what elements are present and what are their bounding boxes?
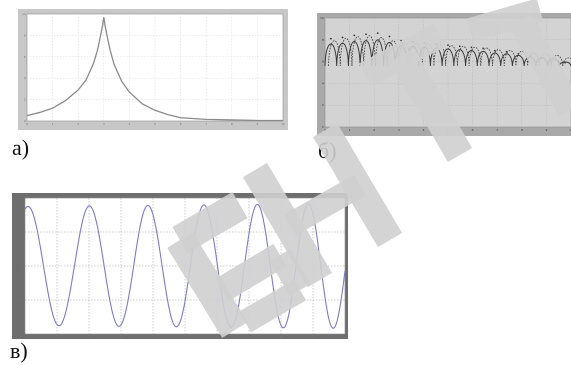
chart-b-lobe-marker [353,34,356,37]
chart-b-x-tick-label: 2 [373,128,375,132]
chart-b-x-tick-label: 4 [422,128,424,132]
chart-panel-c: 0 1 2 3 4 5 6 7 8 9 10 1 0.5 0 -0.5 -1 [12,193,348,339]
chart-b-x-tick-label: 6 [472,128,474,132]
panel-label-b: б) [318,138,337,163]
chart-b-y-tick-label: 4 [322,81,324,85]
chart-b-lobe-marker [388,35,391,38]
chart-c-x-tick-label: 10 [343,335,347,339]
chart-c-x-tick-label: 5 [184,335,186,339]
chart-b-lobe-marker [552,57,555,60]
chart-a-x-tick-label: 2 [77,122,79,126]
panel-label-a: а) [12,135,30,160]
chart-b-x-tick-label: 10 [569,128,571,132]
chart-a-y-tick-label: 10 [22,12,26,16]
chart-a-x-tick-label: 1 [52,122,54,126]
chart-b-y-tick-label: 10 [320,16,324,20]
chart-a-x-tick-label: 10 [281,122,285,126]
chart-b-lobe-marker [411,40,414,43]
chart-c-x-tick-label: 9 [312,335,314,339]
chart-c-x-tick-label: 1 [56,335,58,339]
chart-b-lobe-marker [482,47,485,50]
chart-a-x-tick-label: 6 [180,122,182,126]
chart-b-lobe-marker [505,50,508,53]
chart-b-lobe-marker [435,43,438,45]
chart-b-x-tick-label: 3 [398,128,400,132]
chart-b-lobe-marker [470,46,473,49]
chart-b-lobe-marker [564,61,567,64]
chart-c-x-tick-label: 0 [24,335,26,339]
chart-b-lobe-marker [376,32,379,35]
chart-b-lobe-marker [423,42,426,44]
chart-b-lobe-marker [329,37,332,40]
chart-b-x-tick-label: 1 [349,128,351,132]
chart-a-y-tick-label: 0 [24,119,26,123]
chart-a-x-tick-label: 0 [26,122,28,126]
chart-c-x-tick-label: 4 [152,335,154,339]
chart-b-lobe-marker [517,52,520,55]
chart-c-y-tick-label: 1 [22,332,24,336]
chart-a-x-tick-label: 7 [205,122,207,126]
chart-a-y-tick-label: 2 [24,98,26,102]
chart-a-y-tick-label: 8 [24,33,26,37]
chart-a-x-tick-label: 3 [103,122,105,126]
chart-c-x-tick-label: 3 [120,335,122,339]
chart-a-x-tick-label: 4 [128,122,130,126]
chart-c-x-tick-label: 8 [280,335,282,339]
chart-b-lobe-marker [540,56,543,59]
chart-b-lobe-marker [447,44,449,47]
chart-b-lobe-marker [400,39,403,42]
chart-b-x-tick-label: 8 [521,128,523,132]
chart-b-y-tick-label: 8 [322,38,324,42]
chart-c-x-tick-label: 2 [88,335,90,339]
chart-b-lobe-marker [458,45,461,48]
chart-b-y-tick-label: 0 [322,125,324,129]
chart-b-lobe-marker [493,49,496,52]
chart-b-x-tick-label: 0 [324,128,326,132]
chart-b-y-tick-label: 6 [322,60,324,64]
chart-b-x-tick-label: 5 [447,128,449,132]
chart-c-x-tick-label: 7 [248,335,250,339]
chart-c-y-tick-label: 0 [22,264,24,268]
chart-a-y-tick-label: 4 [24,76,26,80]
chart-c-y-tick-label: -0.5 [18,230,24,234]
chart-c-x-tick-label: 6 [216,335,218,339]
chart-a-y-tick-label: 6 [24,55,26,59]
chart-panel-a: 0 1 2 3 4 5 6 7 8 9 10 0 2 4 6 8 10 [18,9,288,130]
chart-a-plot-area [26,13,284,122]
chart-b-y-tick-label: 2 [322,103,324,107]
chart-a-series-line [26,17,283,122]
panel-label-c: в) [10,338,28,363]
chart-b-lobe-marker [341,36,344,39]
chart-b-x-tick-label: 7 [496,128,498,132]
chart-c-y-tick-label: -1 [21,196,24,200]
chart-a-x-tick-label: 5 [154,122,156,126]
chart-a-x-tick-label: 8 [231,122,233,126]
chart-c-y-tick-label: 0.5 [19,298,24,302]
chart-b-lobe-marker [365,33,367,36]
chart-a-x-tick-label: 9 [256,122,258,126]
chart-b-lobe-marker [529,55,531,57]
chart-b-x-tick-label: 9 [545,128,547,132]
